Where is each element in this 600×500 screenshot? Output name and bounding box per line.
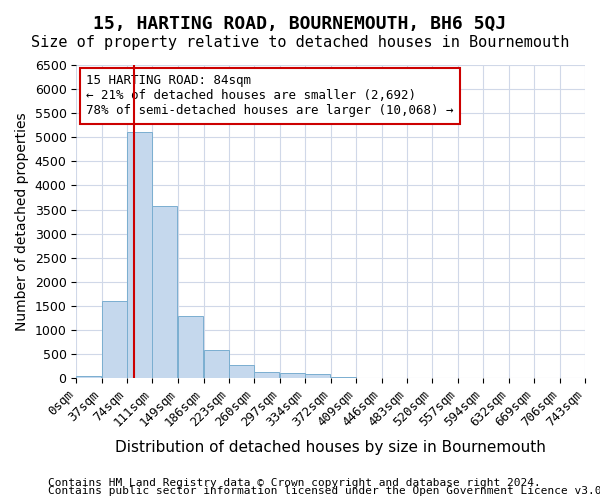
Text: 15, HARTING ROAD, BOURNEMOUTH, BH6 5QJ: 15, HARTING ROAD, BOURNEMOUTH, BH6 5QJ bbox=[94, 15, 506, 33]
Bar bbox=[76, 376, 101, 378]
Bar bbox=[280, 373, 305, 378]
Y-axis label: Number of detached properties: Number of detached properties bbox=[15, 112, 29, 331]
Bar bbox=[204, 350, 229, 378]
Bar bbox=[229, 365, 254, 378]
Text: Contains HM Land Registry data © Crown copyright and database right 2024.: Contains HM Land Registry data © Crown c… bbox=[48, 478, 541, 488]
Bar bbox=[254, 372, 280, 378]
Bar bbox=[102, 301, 127, 378]
Bar bbox=[152, 206, 178, 378]
Text: Size of property relative to detached houses in Bournemouth: Size of property relative to detached ho… bbox=[31, 35, 569, 50]
Text: 15 HARTING ROAD: 84sqm
← 21% of detached houses are smaller (2,692)
78% of semi-: 15 HARTING ROAD: 84sqm ← 21% of detached… bbox=[86, 74, 454, 118]
Text: Contains public sector information licensed under the Open Government Licence v3: Contains public sector information licen… bbox=[48, 486, 600, 496]
Bar bbox=[127, 132, 152, 378]
X-axis label: Distribution of detached houses by size in Bournemouth: Distribution of detached houses by size … bbox=[115, 440, 546, 455]
Bar bbox=[178, 316, 203, 378]
Bar bbox=[331, 376, 356, 378]
Bar bbox=[305, 374, 330, 378]
